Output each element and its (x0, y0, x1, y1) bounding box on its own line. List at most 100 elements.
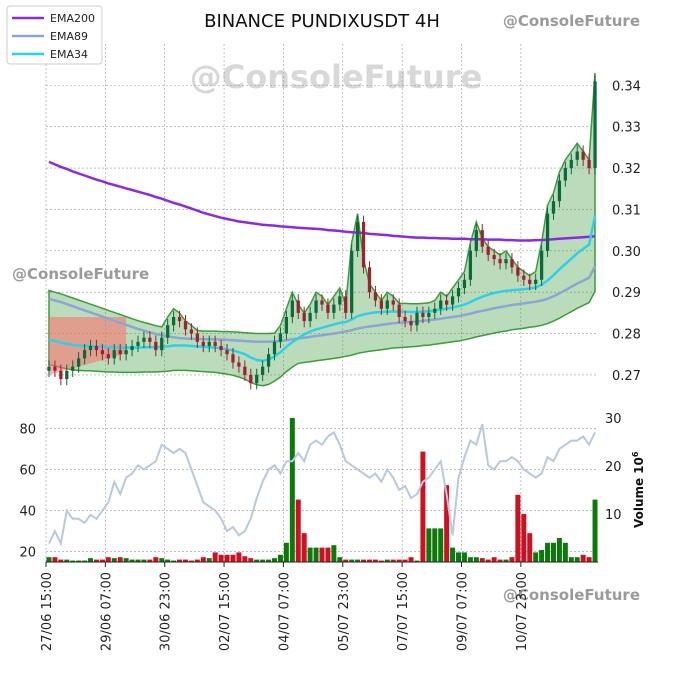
volume-bar (574, 557, 580, 562)
volume-bar (236, 552, 242, 562)
watermark-center: @ConsoleFuture (190, 58, 483, 96)
candle-body (320, 300, 324, 305)
candle-body (510, 259, 514, 268)
volume-bar (562, 542, 568, 562)
candle-body (136, 341, 140, 346)
candle-body (177, 317, 182, 322)
candle-body (379, 300, 383, 309)
volume-bar (153, 557, 159, 562)
candle-body (290, 300, 294, 317)
volume-bar (307, 547, 313, 562)
time-tick-label: 29/06 07:00 (99, 572, 114, 651)
candle-body (160, 337, 164, 351)
candle-body (373, 292, 378, 301)
candle-body (148, 337, 152, 342)
candle-body (53, 366, 57, 371)
candle-body (534, 279, 538, 284)
volume-bar (580, 554, 586, 562)
volume-bar (426, 528, 432, 562)
candle-body (195, 333, 199, 342)
candle-body (77, 358, 81, 367)
candle-body (421, 312, 425, 317)
volume-bar (141, 559, 147, 562)
watermark-left: @ConsoleFuture (12, 265, 149, 283)
candle-body (124, 350, 128, 355)
candle-body (219, 345, 223, 351)
candle-body (433, 308, 437, 313)
candle-body (450, 296, 455, 305)
volume-tick-label: 30 (605, 412, 622, 427)
volume-bar (384, 559, 390, 562)
volume-bar (509, 557, 515, 562)
price-tick-label: 0.33 (612, 121, 641, 136)
candle-body (261, 366, 265, 375)
candle-body (183, 321, 188, 330)
volume-bar (473, 557, 479, 562)
candle-body (243, 366, 247, 375)
candle-body (225, 350, 229, 355)
volume-bar (76, 560, 82, 562)
chart-title: BINANCE PUNDIXUSDT 4H (204, 11, 440, 32)
volume-bar (147, 559, 153, 562)
candle-body (539, 250, 544, 280)
volume-bar (450, 547, 456, 562)
volume-bar (159, 558, 165, 562)
candle-body (100, 350, 105, 355)
candle-body (486, 246, 490, 255)
legend-label-ema200: EMA200 (50, 12, 95, 25)
ema89-line (48, 265, 597, 344)
rsi-line (48, 423, 596, 547)
volume-bar (260, 559, 266, 562)
candle-body (528, 279, 532, 284)
candles (47, 75, 597, 390)
candle-body (403, 317, 407, 322)
volume-bar (349, 559, 355, 562)
volume-bar (266, 559, 272, 562)
volume-bar (70, 560, 76, 562)
candle-body (397, 304, 401, 317)
candle-body (385, 300, 389, 309)
candle-body (142, 337, 146, 342)
volume-bar (533, 552, 539, 562)
watermark-bottom-right: @ConsoleFuture (503, 586, 640, 604)
volume-bar (444, 485, 450, 562)
price-tick-label: 0.34 (612, 79, 641, 94)
volume-bar (182, 559, 188, 562)
axes: 0.27 0.28 0.29 0.30 0.31 0.32 0.33 0.34 27/06 15… (19, 79, 641, 651)
ema-lines (48, 160, 597, 363)
candle-body (171, 317, 176, 326)
volume-bar (461, 552, 467, 562)
candle-body (82, 350, 87, 359)
volume-bar (414, 560, 420, 562)
candle-body (118, 350, 122, 355)
volume-bar (485, 559, 491, 562)
volume-bar (515, 494, 521, 562)
candle-body (409, 321, 413, 326)
candle-body (112, 350, 116, 359)
candle-body (106, 354, 110, 359)
candle-body (516, 267, 520, 276)
price-tick-label: 0.32 (612, 162, 641, 177)
candle-body (59, 370, 63, 380)
price-tick-label: 0.30 (612, 245, 641, 260)
volume-bar (456, 552, 462, 562)
volume-bar (242, 556, 248, 562)
volume-bar (378, 560, 384, 562)
candle-body (427, 312, 431, 317)
volume-bar (337, 557, 343, 562)
candle-body (350, 250, 354, 313)
candle-body (266, 354, 271, 367)
volume-bar (301, 533, 307, 562)
volume-bar (556, 538, 562, 562)
volume-bar (586, 557, 592, 562)
candle-body (249, 374, 253, 384)
candle-body (581, 151, 585, 160)
volume-bar (117, 557, 123, 562)
volume-bar (289, 418, 295, 562)
volume-bar (46, 557, 52, 562)
candle-body (326, 304, 330, 313)
candle-body (308, 312, 312, 322)
volume-bar (319, 547, 325, 562)
candle-body (456, 288, 461, 297)
